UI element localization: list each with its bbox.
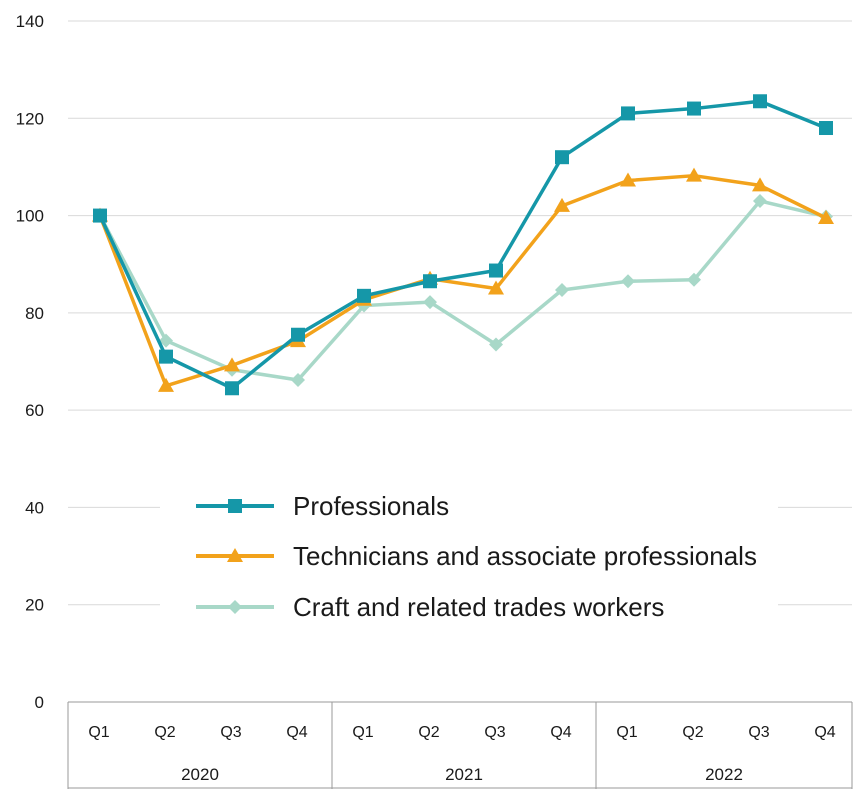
data-point xyxy=(225,381,239,396)
y-tick-label: 0 xyxy=(35,693,44,712)
data-point xyxy=(752,177,768,192)
x-tick-label: Q4 xyxy=(550,724,571,741)
data-point xyxy=(291,372,305,387)
data-point xyxy=(489,263,503,278)
series-line xyxy=(98,199,827,382)
x-tick-label: Q1 xyxy=(88,724,109,741)
series-3 xyxy=(93,193,833,387)
data-point xyxy=(753,94,767,109)
y-tick-label: 60 xyxy=(25,401,44,420)
y-tick-label: 20 xyxy=(25,596,44,615)
legend-item: Professionals xyxy=(196,491,449,521)
data-point xyxy=(555,150,569,165)
y-tick-label: 100 xyxy=(16,207,44,226)
data-point xyxy=(93,208,107,223)
legend-item: Craft and related trades workers xyxy=(196,592,664,622)
x-tick-label: Q2 xyxy=(154,724,175,741)
x-tick-label: Q2 xyxy=(682,724,703,741)
data-point xyxy=(818,210,834,225)
series-1 xyxy=(93,94,833,396)
data-point xyxy=(423,274,437,289)
x-axis: Q1 Q2 Q3 Q4 Q1 Q2 Q3 Q4 Q1 Q2 Q3 Q4 2020 2021 2022 xyxy=(67,701,853,789)
data-point xyxy=(554,197,570,212)
legend-marker xyxy=(228,499,242,513)
y-tick-label: 140 xyxy=(16,12,44,31)
data-point xyxy=(621,274,635,289)
y-axis-ticks: 0 20 40 60 80 100 120 140 xyxy=(16,12,44,712)
data-point xyxy=(687,272,701,287)
legend-marker xyxy=(227,548,243,562)
legend-label: Technicians and associate professionals xyxy=(293,541,757,571)
series-line xyxy=(98,99,827,391)
legend-item: Technicians and associate professionals xyxy=(196,541,757,571)
data-point xyxy=(159,349,173,364)
legend-label: Professionals xyxy=(293,491,449,521)
data-point xyxy=(620,172,636,187)
gridlines xyxy=(68,20,852,606)
x-tick-label: Q1 xyxy=(352,724,373,741)
data-point xyxy=(753,193,767,208)
data-point xyxy=(423,295,437,310)
y-tick-label: 40 xyxy=(25,498,44,517)
legend: Professionals Technicians and associate p… xyxy=(196,491,757,622)
x-tick-label: Q4 xyxy=(286,724,307,741)
x-tick-label: Q2 xyxy=(418,724,439,741)
data-point xyxy=(686,167,702,182)
data-point xyxy=(555,282,569,297)
legend-label: Craft and related trades workers xyxy=(293,592,664,622)
data-point xyxy=(159,333,173,348)
x-tick-label: Q3 xyxy=(484,724,505,741)
data-point xyxy=(357,288,371,303)
data-point xyxy=(158,377,174,392)
data-point xyxy=(489,337,503,352)
data-point xyxy=(819,121,833,136)
x-group-label: 2021 xyxy=(445,765,483,784)
x-group-label: 2020 xyxy=(181,765,219,784)
legend-marker xyxy=(228,600,242,614)
x-tick-label: Q1 xyxy=(616,724,637,741)
data-point xyxy=(687,101,701,116)
x-group-label: 2022 xyxy=(705,765,743,784)
y-tick-label: 80 xyxy=(25,304,44,323)
data-point xyxy=(291,327,305,342)
x-tick-label: Q4 xyxy=(814,724,835,741)
data-point xyxy=(621,106,635,121)
data-point xyxy=(488,280,504,295)
x-tick-label: Q3 xyxy=(748,724,769,741)
series-line xyxy=(98,173,827,388)
y-tick-label: 120 xyxy=(16,109,44,128)
x-tick-label: Q3 xyxy=(220,724,241,741)
data-series xyxy=(92,94,834,396)
data-point xyxy=(224,357,240,372)
